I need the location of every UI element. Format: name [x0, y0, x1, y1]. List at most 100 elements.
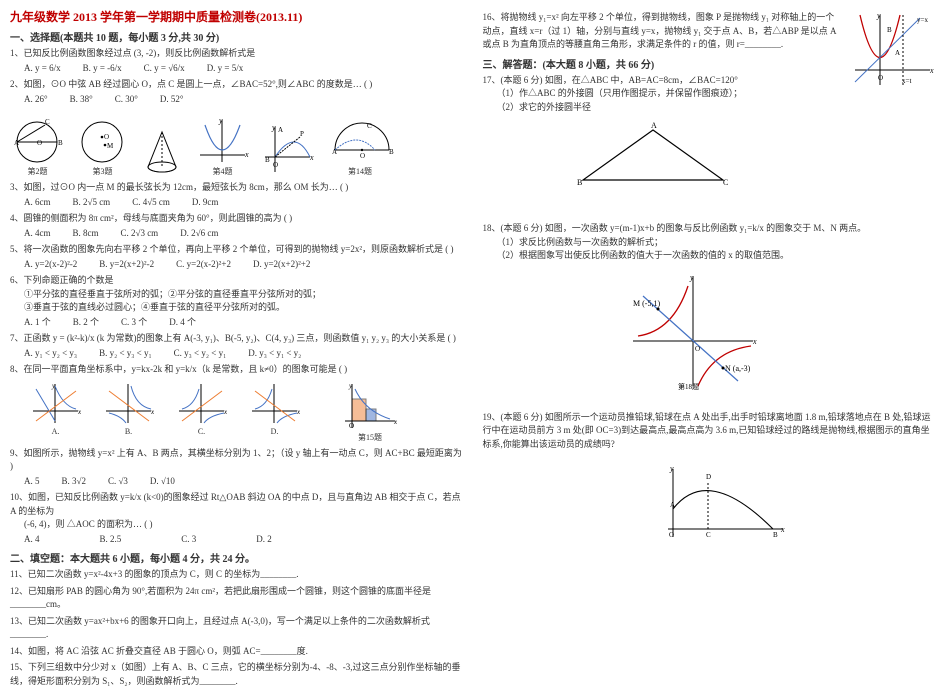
q4-text: 4、圆锥的侧面积为 8π cm²，母线与底面夹角为 60°，则此圆锥的高为 ( … — [10, 213, 292, 223]
q17-sub2: （2）求它的外接圆半径 — [497, 101, 936, 115]
opt: A. y=2(x-2)²-2 — [24, 258, 77, 272]
opt: B. y = -6/x — [83, 62, 122, 76]
q8-graph-b: x B. — [101, 381, 156, 443]
svg-text:A: A — [278, 126, 283, 134]
svg-text:O: O — [273, 161, 278, 169]
opt: A. 26° — [24, 93, 48, 107]
q11: 11、已知二次函数 y=x²-4x+3 的图象的顶点为 C，则 C 的坐标为__… — [10, 568, 463, 582]
circle-diagram-icon: A B O C — [10, 115, 65, 165]
svg-text:y=x: y=x — [917, 16, 928, 24]
point-n: N (a,-3) — [725, 364, 751, 373]
svg-text:B: B — [887, 26, 892, 34]
svg-text:O: O — [878, 74, 883, 82]
svg-text:C: C — [45, 118, 50, 126]
opt: B. 38° — [70, 93, 93, 107]
opt: C. 3 — [181, 533, 196, 547]
q16-parabola-icon: x y y=x B A O x=t — [845, 10, 935, 90]
svg-text:y: y — [218, 116, 223, 125]
svg-text:y: y — [689, 273, 694, 282]
svg-text:y: y — [271, 123, 276, 132]
svg-text:x: x — [244, 150, 249, 159]
opt: C. y = √6/x — [144, 62, 185, 76]
svg-text:第18题: 第18题 — [678, 382, 699, 391]
q1-text: 1、已知反比例函数图象经过点 (3, -2)，则反比例函数解析式是 — [10, 48, 255, 58]
q15: 15、下列三组数中分少对 x（如图）上有 A、B、C 三点，它的横坐标分别为-4… — [10, 661, 463, 688]
opt: B. 2 个 — [73, 316, 99, 330]
q10-opts: A. 4 B. 2.5 C. 3 D. 2 — [24, 533, 463, 547]
semicircle-fold-icon: A B O C — [325, 110, 395, 165]
label: B. — [125, 427, 132, 436]
section1-head: 一、选择题(本题共 10 题，每小题 3 分,共 30 分) — [10, 29, 463, 44]
label: C. — [198, 427, 205, 436]
section2-head: 二、填空题：本大题共 6 小题，每小题 4 分，共 24 分。 — [10, 550, 463, 565]
svg-text:A: A — [670, 501, 675, 509]
svg-text:A: A — [895, 49, 900, 57]
q19: 19、(本题 6 分) 如图所示一个运动员推铅球,铅球在点 A 处出手,出手时铅… — [483, 411, 936, 452]
q10-sub: (-6, 4)，则 △AOC 的面积为… ( ) — [24, 518, 463, 532]
q19-figure: A D B C O x y — [653, 459, 936, 544]
q9: 9、如图所示，抛物线 y=x² 上有 A、B 两点，其横坐标分别为 1、2；（设… — [10, 447, 463, 489]
opt: B. 8cm — [73, 227, 99, 241]
opt: A. y₁ < y₂ < y₃ — [24, 347, 77, 361]
q18: 18、(本题 6 分) 如图，一次函数 y=(m-1)x+b 的图象与反比例函数… — [483, 222, 936, 263]
q5: 5、将一次函数的图象先向右平移 2 个单位，再向上平移 2 个单位，可得到的抛物… — [10, 243, 463, 271]
opt: C. √3 — [108, 475, 128, 489]
opt: B. 2√5 cm — [73, 196, 111, 210]
axes-ellipse-icon: A P B O x y — [260, 122, 315, 177]
q8-graph-a: x y A. — [28, 381, 83, 443]
svg-text:x: x — [309, 153, 314, 162]
q3: 3、如图，过⊙O 内一点 M 的最长弦长为 12cm，最短弦长为 8cm，那么 … — [10, 181, 463, 209]
q6-line1: ①平分弦的直径垂直于弦所对的弧；②平分弦的直径垂直平分弦所对的弧； — [24, 288, 463, 302]
trajectory-icon: A D B C O x y — [653, 459, 793, 544]
opt: D. 9cm — [192, 196, 219, 210]
svg-text:M: M — [107, 142, 114, 150]
opt: D. 52° — [160, 93, 184, 107]
svg-text:x: x — [223, 408, 228, 416]
fig-axes: A P B O x y — [260, 122, 315, 177]
graph-b-icon: x — [101, 381, 156, 426]
q3-opts: A. 6cm B. 2√5 cm C. 4√5 cm D. 9cm — [24, 196, 463, 210]
q1: 1、已知反比例函数图象经过点 (3, -2)，则反比例函数解析式是 A. y =… — [10, 47, 463, 75]
q8-graphs: x y A. x B. — [28, 381, 463, 443]
q6-opts: A. 1 个 B. 2 个 C. 3 个 D. 4 个 — [24, 316, 463, 330]
graph-a-icon: x y — [28, 381, 83, 426]
q7-text: 7、正函数 y = (k²-k)/x (k 为常数)的图象上有 A(-3, y₁… — [10, 333, 456, 343]
q8-graph-extra: x y O 第15题 — [340, 381, 400, 443]
svg-text:O: O — [695, 345, 700, 353]
svg-text:y: y — [876, 11, 881, 20]
svg-text:B: B — [577, 178, 582, 187]
opt: A. 4 — [24, 533, 40, 547]
q18-sub2: （2）根据图象写出使反比例函数的值大于一次函数的值的 x 的取值范围。 — [497, 249, 936, 263]
svg-text:x: x — [77, 408, 82, 416]
svg-text:O: O — [349, 422, 354, 430]
q3-text: 3、如图，过⊙O 内一点 M 的最长弦长为 12cm，最短弦长为 8cm，那么 … — [10, 182, 348, 192]
opt: D. y=2(x+2)²+2 — [253, 258, 310, 272]
triangle-icon: A B C — [563, 122, 743, 192]
svg-text:D: D — [706, 473, 711, 481]
svg-text:B: B — [389, 148, 394, 156]
label-15: 第15题 — [358, 432, 382, 443]
q12: 12、已知扇形 PAB 的圆心角为 90°,若面积为 24π cm²，若把此扇形… — [10, 585, 463, 612]
svg-text:A: A — [651, 122, 657, 130]
q9-opts: A. 5 B. 3√2 C. √3 D. √10 — [24, 475, 463, 489]
q8: 8、在同一平面直角坐标系中，y=kx-2k 和 y=k/x（k 是常数，且 k≠… — [10, 363, 463, 377]
q1-opts: A. y = 6/x B. y = -6/x C. y = √6/x D. y … — [24, 62, 463, 76]
opt: B. y₂ < y₃ < y₁ — [99, 347, 152, 361]
svg-text:C: C — [723, 178, 728, 187]
svg-text:B: B — [265, 156, 270, 164]
graph-c-icon: x — [174, 381, 229, 426]
fig-q3: O M 第3题 — [75, 115, 130, 177]
q4: 4、圆锥的侧面积为 8π cm²，母线与底面夹角为 60°，则此圆锥的高为 ( … — [10, 212, 463, 240]
exam-paper: 九年级数学 2013 学年第一学期期中质量检测卷(2013.11) 一、选择题(… — [0, 0, 945, 655]
svg-text:O: O — [669, 531, 674, 539]
q18-figure: M (-5,1) N (a,-3) x y O 第18题 — [623, 271, 936, 391]
opt: A. 4cm — [24, 227, 51, 241]
svg-text:O: O — [37, 139, 42, 147]
opt: A. y = 6/x — [24, 62, 61, 76]
q6-line2: ③垂直于弦的直线必过圆心；④垂直于弦的直径平分弦所对的弧。 — [24, 301, 463, 315]
svg-text:A: A — [14, 139, 19, 147]
q18-sub1: （1）求反比例函数与一次函数的解析式； — [497, 236, 936, 250]
q17-figure: A B C — [563, 122, 936, 192]
opt: B. 3√2 — [62, 475, 86, 489]
opt: D. y₃ < y₁ < y₂ — [248, 347, 301, 361]
